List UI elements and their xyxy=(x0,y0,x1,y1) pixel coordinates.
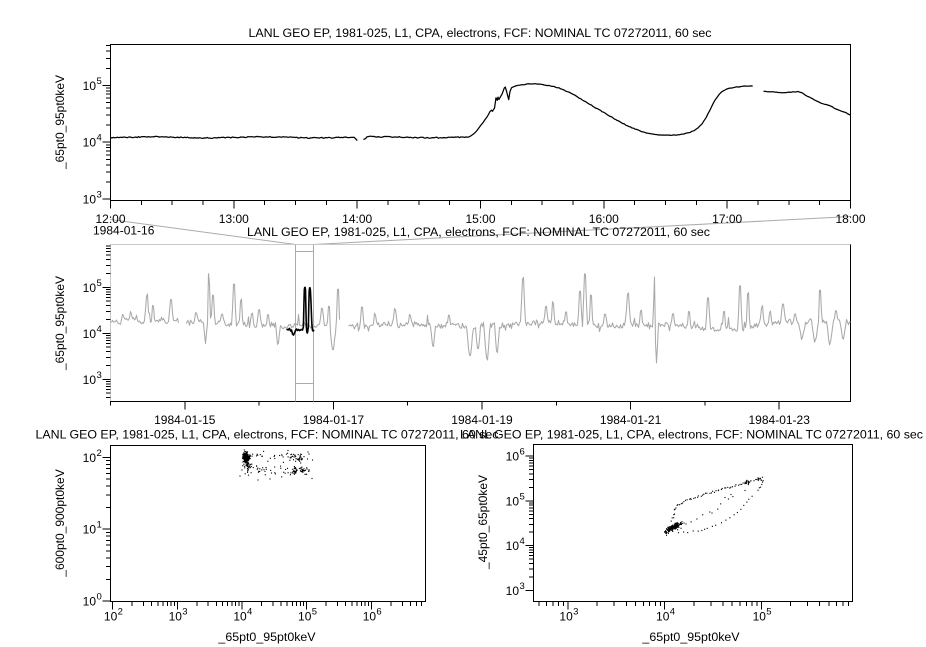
svg-text:_600pt0_900pt0keV: _600pt0_900pt0keV xyxy=(53,469,67,577)
svg-text:17:00: 17:00 xyxy=(712,212,742,226)
svg-text:10: 10 xyxy=(506,584,520,598)
svg-text:10: 10 xyxy=(506,494,520,508)
svg-text:10: 10 xyxy=(363,610,377,624)
svg-text:10: 10 xyxy=(169,610,183,624)
svg-text:18:00: 18:00 xyxy=(835,212,865,226)
svg-text:10: 10 xyxy=(298,610,312,624)
svg-text:4: 4 xyxy=(97,133,102,144)
svg-text:10: 10 xyxy=(104,610,118,624)
svg-text:2: 2 xyxy=(97,448,102,459)
svg-text:10: 10 xyxy=(83,523,97,537)
svg-text:_65pt0_95pt0keV: _65pt0_95pt0keV xyxy=(53,276,67,371)
svg-text:3: 3 xyxy=(97,370,102,381)
svg-text:10: 10 xyxy=(83,136,97,150)
svg-text:1984-01-23: 1984-01-23 xyxy=(749,413,811,427)
svg-text:10: 10 xyxy=(506,450,520,464)
svg-text:1984-01-19: 1984-01-19 xyxy=(451,413,513,427)
svg-text:6: 6 xyxy=(376,607,381,618)
svg-text:10: 10 xyxy=(506,539,520,553)
svg-text:5: 5 xyxy=(766,607,771,618)
svg-text:3: 3 xyxy=(520,581,525,592)
svg-text:LANL GEO EP, 1981-025, L1, CPA: LANL GEO EP, 1981-025, L1, CPA, electron… xyxy=(460,428,923,442)
svg-text:14:00: 14:00 xyxy=(342,212,372,226)
svg-text:5: 5 xyxy=(97,76,102,87)
svg-text:10: 10 xyxy=(83,595,97,609)
svg-text:4: 4 xyxy=(247,607,252,618)
svg-text:13:00: 13:00 xyxy=(219,212,249,226)
svg-text:5: 5 xyxy=(97,278,102,289)
svg-text:10: 10 xyxy=(559,610,573,624)
svg-text:15:00: 15:00 xyxy=(465,212,495,226)
svg-text:_65pt0_95pt0keV: _65pt0_95pt0keV xyxy=(217,630,316,644)
svg-text:3: 3 xyxy=(573,607,578,618)
svg-text:6: 6 xyxy=(520,447,525,458)
svg-text:LANL GEO EP, 1981-025, L1, CPA: LANL GEO EP, 1981-025, L1, CPA, electron… xyxy=(247,225,710,239)
svg-text:3: 3 xyxy=(97,190,102,201)
svg-text:1984-01-21: 1984-01-21 xyxy=(600,413,662,427)
svg-text:10: 10 xyxy=(753,610,767,624)
svg-text:10: 10 xyxy=(656,610,670,624)
svg-text:12:00: 12:00 xyxy=(95,212,125,226)
svg-text:3: 3 xyxy=(182,607,187,618)
svg-text:16:00: 16:00 xyxy=(589,212,619,226)
svg-text:_65pt0_95pt0keV: _65pt0_95pt0keV xyxy=(641,630,740,644)
svg-text:1984-01-15: 1984-01-15 xyxy=(154,413,216,427)
svg-text:_65pt0_95pt0keV: _65pt0_95pt0keV xyxy=(53,75,67,170)
svg-text:1984-01-17: 1984-01-17 xyxy=(303,413,365,427)
svg-text:10: 10 xyxy=(83,79,97,93)
svg-text:1984-01-16: 1984-01-16 xyxy=(93,224,155,238)
svg-text:LANL GEO EP, 1981-025, L1, CPA: LANL GEO EP, 1981-025, L1, CPA, electron… xyxy=(35,428,498,442)
svg-text:10: 10 xyxy=(83,327,97,341)
svg-text:4: 4 xyxy=(670,607,675,618)
svg-text:10: 10 xyxy=(233,610,247,624)
svg-text:1: 1 xyxy=(97,520,102,531)
svg-text:2: 2 xyxy=(118,607,123,618)
svg-text:_45pt0_65pt0keV: _45pt0_65pt0keV xyxy=(476,475,490,570)
svg-text:10: 10 xyxy=(83,373,97,387)
svg-text:4: 4 xyxy=(97,324,102,335)
svg-text:10: 10 xyxy=(83,193,97,207)
svg-text:LANL GEO EP, 1981-025, L1, CPA: LANL GEO EP, 1981-025, L1, CPA, electron… xyxy=(248,26,711,40)
svg-text:10: 10 xyxy=(83,451,97,465)
svg-text:10: 10 xyxy=(83,281,97,295)
svg-text:5: 5 xyxy=(312,607,317,618)
svg-text:5: 5 xyxy=(520,491,525,502)
svg-text:4: 4 xyxy=(520,536,525,547)
svg-text:0: 0 xyxy=(97,592,102,603)
